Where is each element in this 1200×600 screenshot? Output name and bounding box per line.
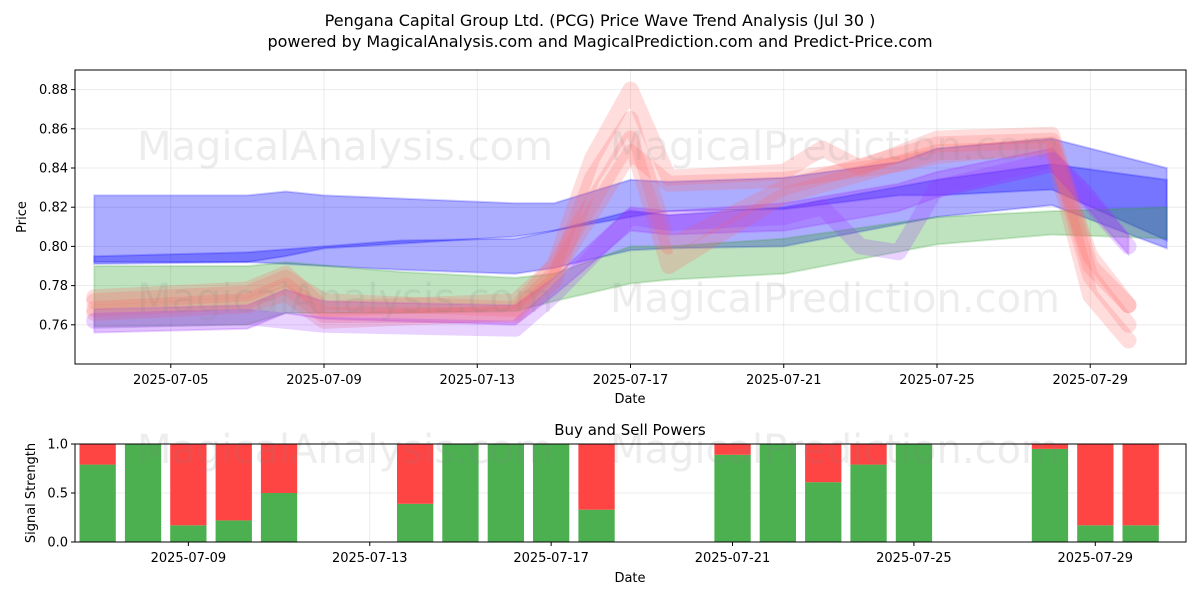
price-wave-red-2 <box>86 130 1137 349</box>
watermark-prediction-2: MagicalPrediction.com <box>610 276 1060 322</box>
price-y-label: Price <box>15 201 30 233</box>
buy-bar <box>260 493 298 542</box>
watermark-prediction-3: MagicalPrediction.com <box>610 427 1060 473</box>
buy-bar <box>124 444 162 542</box>
sell-bar <box>578 444 615 510</box>
price-wave-red-1 <box>86 111 1137 333</box>
price-x-tick-label: 2025-07-09 <box>286 373 362 388</box>
signal-watermarks: MagicalAnalysis.com MagicalPrediction.co… <box>137 427 1060 473</box>
signal-x-label: Date <box>614 571 645 586</box>
buy-bar <box>1122 525 1159 542</box>
sell-bar <box>1077 444 1114 526</box>
signal-y-ticks: 0.0 0.5 1.0 <box>47 438 75 551</box>
price-watermarks: MagicalAnalysis.com MagicalPrediction.co… <box>137 124 1060 322</box>
signal-y-tick-label: 1.0 <box>47 438 68 453</box>
signal-x-tick-label: 2025-07-17 <box>513 551 589 566</box>
signal-y-label: Signal Strength <box>24 443 39 543</box>
sell-bar <box>260 444 298 493</box>
buy-bar <box>533 444 570 542</box>
signal-x-tick-label: 2025-07-21 <box>695 551 771 566</box>
price-band-blue-1 <box>93 163 1168 275</box>
signal-title: Buy and Sell Powers <box>554 421 706 439</box>
buy-bar <box>170 525 207 542</box>
buy-bar <box>79 464 116 542</box>
price-band-blue-0 <box>93 137 1168 264</box>
signal-x-tick-label: 2025-07-25 <box>876 551 952 566</box>
price-x-tick-label: 2025-07-13 <box>439 373 515 388</box>
price-x-tick-label: 2025-07-17 <box>593 373 669 388</box>
signal-x-tick-label: 2025-07-13 <box>332 551 408 566</box>
buy-bar <box>442 444 479 542</box>
chart-title: Pengana Capital Group Ltd. (PCG) Price W… <box>325 11 876 30</box>
buy-bar <box>714 454 751 542</box>
sell-bar <box>1031 444 1069 449</box>
sell-bar <box>170 444 207 526</box>
signal-bars <box>79 444 1159 542</box>
buy-bar <box>1077 525 1114 542</box>
sell-bar <box>714 444 751 455</box>
buy-bar <box>487 444 524 542</box>
price-y-tick-label: 0.84 <box>39 162 68 177</box>
sell-bar <box>397 444 434 504</box>
watermark-analysis: MagicalAnalysis.com <box>137 124 553 170</box>
price-y-tick-label: 0.82 <box>39 201 68 216</box>
buy-bar <box>215 520 252 542</box>
signal-y-tick-label: 0.0 <box>47 536 68 551</box>
price-x-tick-label: 2025-07-05 <box>133 373 209 388</box>
price-waves <box>86 81 1137 349</box>
signal-x-tick-label: 2025-07-09 <box>151 551 227 566</box>
signal-x-tick-label: 2025-07-29 <box>1058 551 1134 566</box>
price-y-tick-label: 0.88 <box>39 83 68 98</box>
price-wave-red-0 <box>86 81 1137 318</box>
sell-bar <box>850 444 887 465</box>
chart-subtitle: powered by MagicalAnalysis.com and Magic… <box>267 32 932 51</box>
sell-bar <box>805 444 842 483</box>
buy-bar <box>397 503 434 542</box>
price-band-green-2 <box>93 206 1168 328</box>
price-bands <box>93 137 1168 334</box>
price-y-ticks: 0.76 0.78 0.80 0.82 0.84 0.86 0.88 <box>39 83 75 333</box>
price-x-tick-label: 2025-07-21 <box>746 373 822 388</box>
price-x-tick-label: 2025-07-25 <box>899 373 975 388</box>
sell-bar <box>215 444 252 521</box>
price-x-label: Date <box>614 392 645 407</box>
price-grid <box>75 70 1186 364</box>
sell-bar <box>1122 444 1159 526</box>
price-x-tick-label: 2025-07-29 <box>1052 373 1128 388</box>
price-y-tick-label: 0.86 <box>39 122 68 137</box>
price-band-purple-3 <box>93 147 1130 334</box>
price-wave-red-3 <box>86 136 1137 329</box>
buy-bar <box>1031 448 1069 542</box>
buy-bar <box>895 444 933 542</box>
watermark-analysis-3: MagicalAnalysis.com <box>137 427 553 473</box>
price-wave-purple-4 <box>86 152 1137 337</box>
buy-bar <box>578 509 615 542</box>
price-y-tick-label: 0.76 <box>39 318 68 333</box>
buy-bar <box>759 444 796 542</box>
price-x-ticks: 2025-07-05 2025-07-09 2025-07-13 2025-07-17… <box>133 364 1128 388</box>
buy-bar <box>850 464 887 542</box>
watermark-analysis-2: MagicalAnalysis.com <box>137 276 553 322</box>
price-y-tick-label: 0.78 <box>39 279 68 294</box>
buy-bar <box>805 482 842 542</box>
signal-x-ticks: 2025-07-09 2025-07-13 2025-07-17 2025-07-21… <box>151 542 1134 566</box>
signal-y-tick-label: 0.5 <box>47 487 68 502</box>
price-y-tick-label: 0.80 <box>39 240 68 255</box>
sell-bar <box>79 444 116 465</box>
watermark-prediction: MagicalPrediction.com <box>610 124 1060 170</box>
